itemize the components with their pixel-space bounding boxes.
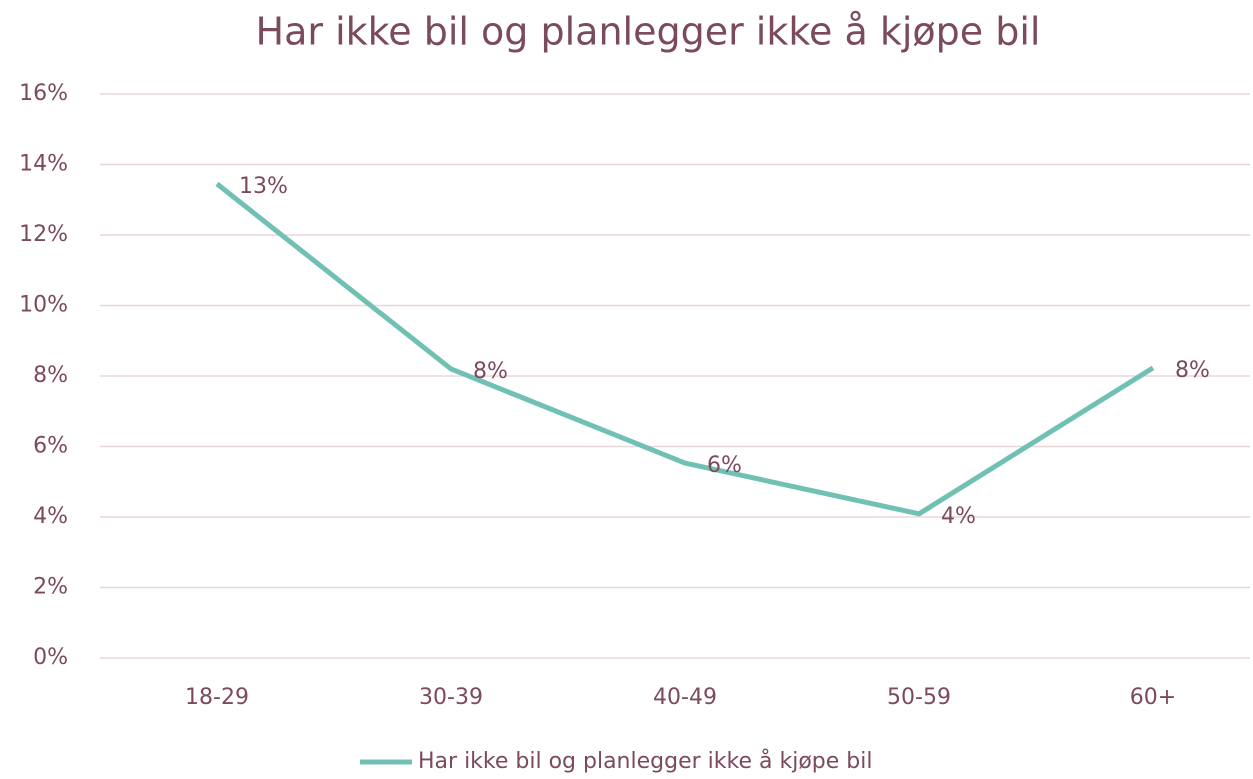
x-tick-label: 60+ [1130,685,1176,710]
data-label: 13% [239,174,288,199]
chart-title: Har ikke bil og planlegger ikke å kjøpe … [256,10,1041,54]
series-line [215,181,1155,517]
y-tick-label: 0% [33,645,68,670]
y-tick-label: 12% [19,222,68,247]
data-label: 6% [707,453,742,478]
y-tick-label: 14% [19,152,68,177]
y-tick-label: 16% [19,81,68,106]
x-tick-label: 18-29 [185,685,249,710]
data-label: 4% [941,504,976,529]
x-tick-label: 40-49 [653,685,717,710]
y-tick-label: 6% [33,434,68,459]
x-tick-label: 50-59 [887,685,951,710]
x-tick-label: 30-39 [419,685,483,710]
data-label: 8% [1175,358,1210,383]
y-tick-label: 2% [33,575,68,600]
legend-label: Har ikke bil og planlegger ikke å kjøpe … [418,748,872,774]
data-label: 8% [473,359,508,384]
y-tick-label: 8% [33,363,68,388]
y-tick-label: 4% [33,504,68,529]
y-tick-label: 10% [19,293,68,318]
